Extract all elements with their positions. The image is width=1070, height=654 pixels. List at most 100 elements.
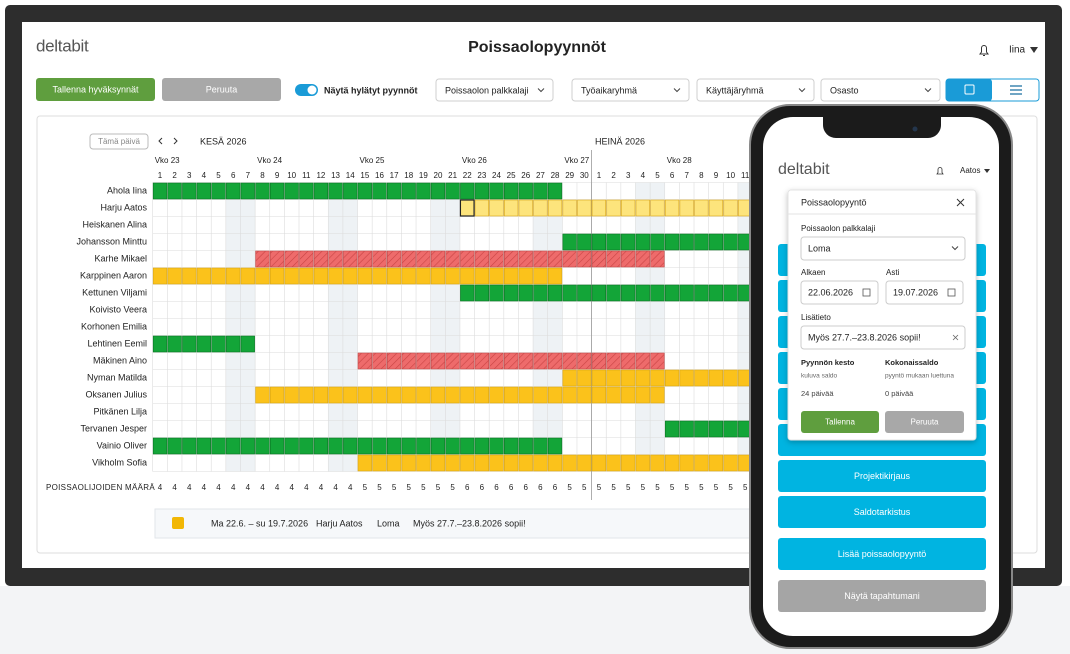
absence-cell[interactable]	[445, 352, 460, 370]
edit-icon[interactable]	[172, 517, 184, 529]
absence-cell[interactable]	[416, 386, 431, 404]
absence-cell[interactable]	[621, 352, 636, 370]
absence-cell[interactable]	[372, 454, 387, 472]
absence-cell[interactable]	[635, 454, 650, 472]
absence-cell[interactable]	[474, 267, 489, 285]
absence-cell[interactable]	[416, 182, 431, 200]
absence-cell[interactable]	[284, 437, 299, 455]
absence-cell[interactable]	[679, 233, 694, 251]
absence-cell[interactable]	[504, 284, 519, 302]
absence-cell[interactable]	[167, 437, 182, 455]
absence-cell[interactable]	[518, 284, 533, 302]
absence-cell[interactable]	[664, 369, 680, 387]
absence-cell[interactable]	[679, 369, 694, 387]
absence-cell[interactable]	[460, 352, 475, 370]
absence-cell[interactable]	[591, 250, 607, 268]
absence-cell[interactable]	[460, 437, 475, 455]
absence-cell[interactable]	[284, 267, 299, 285]
absence-cell[interactable]	[664, 284, 680, 302]
input-field[interactable]	[885, 280, 964, 305]
absence-cell[interactable]	[313, 182, 329, 200]
absence-cell[interactable]	[621, 386, 636, 404]
absence-cell[interactable]	[416, 454, 431, 472]
absence-cell[interactable]	[518, 437, 533, 455]
absence-cell[interactable]	[562, 233, 577, 251]
absence-cell[interactable]	[562, 369, 577, 387]
phone-bell[interactable]	[936, 167, 944, 175]
absence-cell[interactable]	[591, 284, 607, 302]
absence-cell[interactable]	[182, 335, 197, 353]
absence-cell[interactable]	[504, 250, 519, 268]
absence-cell[interactable]	[577, 369, 592, 387]
absence-cell[interactable]	[518, 352, 533, 370]
absence-cell[interactable]	[577, 284, 592, 302]
absence-cell[interactable]	[460, 267, 475, 285]
absence-cell[interactable]	[547, 182, 563, 200]
absence-cell[interactable]	[240, 182, 255, 200]
absence-cell[interactable]	[547, 454, 563, 472]
absence-cell[interactable]	[606, 199, 621, 217]
absence-cell[interactable]	[547, 437, 563, 455]
absence-cell[interactable]	[621, 369, 636, 387]
absence-cell[interactable]	[533, 454, 548, 472]
absence-cell[interactable]	[474, 437, 489, 455]
absence-cell[interactable]	[299, 267, 314, 285]
absence-cell[interactable]	[445, 437, 460, 455]
absence-cell[interactable]	[723, 420, 738, 438]
absence-cell[interactable]	[386, 250, 402, 268]
absence-cell[interactable]	[650, 284, 665, 302]
absence-cell[interactable]	[372, 386, 387, 404]
absence-cell[interactable]	[547, 386, 563, 404]
menu-button[interactable]	[778, 460, 986, 492]
absence-cell[interactable]	[357, 267, 372, 285]
absence-cell[interactable]	[650, 199, 665, 217]
absence-cell[interactable]	[460, 454, 475, 472]
absence-cell[interactable]	[372, 182, 387, 200]
absence-cell[interactable]	[386, 437, 402, 455]
calendar-view[interactable]	[946, 79, 992, 101]
absence-cell[interactable]	[255, 250, 270, 268]
absence-cell[interactable]	[460, 284, 475, 302]
absence-cell[interactable]	[152, 335, 168, 353]
absence-cell[interactable]	[226, 182, 241, 200]
absence-cell[interactable]	[518, 182, 533, 200]
absence-cell[interactable]	[313, 386, 329, 404]
absence-cell[interactable]	[708, 420, 724, 438]
absence-cell[interactable]	[621, 284, 636, 302]
absence-cell[interactable]	[299, 182, 314, 200]
absence-cell[interactable]	[547, 250, 563, 268]
absence-cell[interactable]	[284, 182, 299, 200]
absence-cell[interactable]	[562, 199, 577, 217]
absence-cell[interactable]	[182, 182, 197, 200]
absence-cell[interactable]	[430, 250, 446, 268]
absence-cell[interactable]	[167, 182, 182, 200]
absence-cell[interactable]	[547, 199, 563, 217]
absence-cell[interactable]	[679, 284, 694, 302]
absence-cell[interactable]	[240, 437, 255, 455]
absence-cell[interactable]	[723, 454, 738, 472]
absence-cell[interactable]	[430, 437, 446, 455]
absence-cell[interactable]	[723, 284, 738, 302]
absence-cell[interactable]	[430, 352, 446, 370]
absence-cell[interactable]	[372, 267, 387, 285]
absence-cell[interactable]	[606, 386, 621, 404]
absence-cell[interactable]	[343, 437, 358, 455]
input-field[interactable]	[800, 280, 879, 305]
absence-cell[interactable]	[313, 267, 329, 285]
absence-cell[interactable]	[357, 352, 372, 370]
absence-cell[interactable]	[343, 386, 358, 404]
filter-dropdown[interactable]	[820, 78, 941, 102]
absence-cell[interactable]	[474, 454, 489, 472]
absence-cell[interactable]	[240, 267, 255, 285]
absence-cell[interactable]	[591, 199, 607, 217]
absence-cell[interactable]	[152, 437, 168, 455]
absence-cell[interactable]	[533, 437, 548, 455]
absence-cell[interactable]	[533, 284, 548, 302]
filter-dropdown[interactable]	[696, 78, 815, 102]
menu-button[interactable]	[778, 538, 986, 570]
absence-cell[interactable]	[650, 369, 665, 387]
absence-cell[interactable]	[445, 250, 460, 268]
clear-icon[interactable]	[952, 334, 959, 341]
absence-cell[interactable]	[694, 420, 709, 438]
absence-cell[interactable]	[401, 267, 416, 285]
